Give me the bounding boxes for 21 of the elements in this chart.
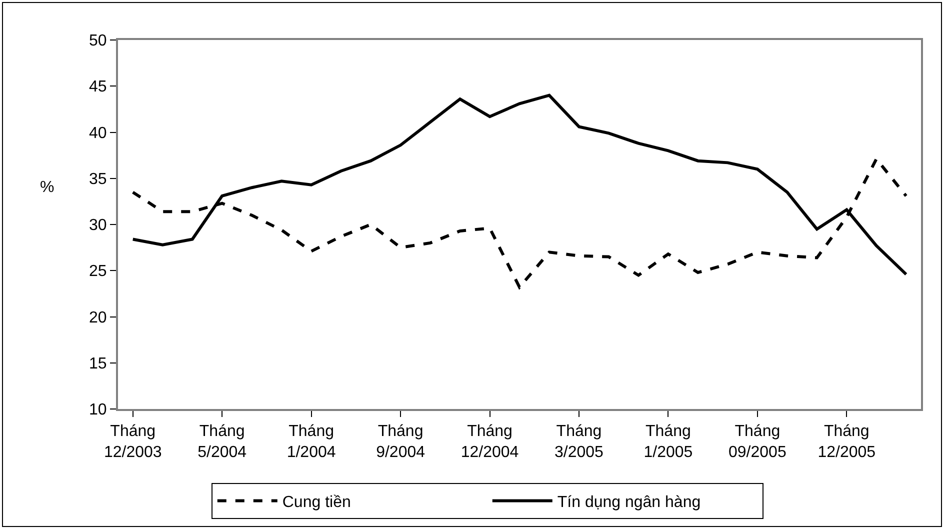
x-tick-label: Tháng 12/2003 [104, 423, 162, 461]
y-tick-label: 25 [89, 263, 107, 280]
x-tick-label: Tháng 1/2005 [644, 423, 693, 461]
legend-label: Cung tiền [282, 494, 351, 511]
x-tick-label: Tháng 9/2004 [376, 423, 426, 461]
x-tick-label: Tháng 12/2005 [818, 423, 876, 461]
y-tick-label: 45 [89, 78, 107, 96]
x-tick-label: Tháng 3/2005 [554, 423, 604, 461]
x-tick-label: Tháng 12/2004 [460, 423, 519, 461]
y-tick-label: 30 [89, 217, 107, 234]
y-tick-label: 15 [89, 355, 107, 372]
legend-label: Tín dụng ngân hàng [557, 494, 701, 511]
y-tick-label: 40 [89, 124, 107, 142]
y-tick-label: 20 [89, 309, 107, 326]
y-tick-label: 35 [89, 170, 107, 188]
y-tick-label: 10 [89, 402, 107, 419]
x-tick-label: Tháng 1/2004 [286, 423, 336, 461]
x-tick-label: Tháng 5/2004 [198, 423, 247, 461]
y-axis-title: % [40, 179, 54, 196]
x-tick-label: Tháng 09/2005 [728, 423, 786, 461]
y-tick-label: 50 [89, 32, 107, 50]
